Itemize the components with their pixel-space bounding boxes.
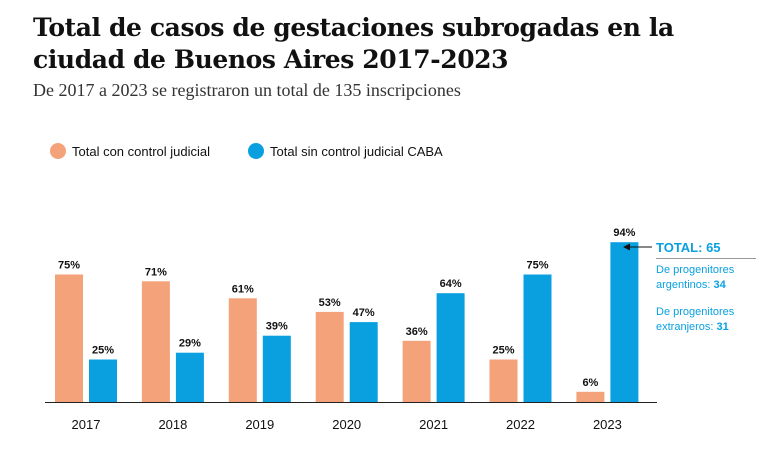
annotation-argentinos-value: 34 — [713, 279, 726, 291]
data-label-sin-control-2020: 47% — [353, 307, 375, 319]
legend-swatch-sin-control — [248, 143, 265, 159]
annotation-argentinos-line2: argentinos: 34 — [656, 279, 727, 291]
annotation-extranjeros-label: extranjeros: — [656, 321, 717, 333]
annotation-arrow-icon — [623, 243, 630, 251]
x-tick-label-2023: 2023 — [593, 417, 622, 432]
legend: Total con control judicial Total sin con… — [50, 143, 443, 159]
bar-sin-control-2018 — [175, 352, 204, 402]
legend-item-con-control: Total con control judicial — [50, 143, 210, 159]
bar-sin-control-2017 — [89, 359, 117, 402]
bar-con-control-2021 — [402, 340, 431, 402]
data-label-sin-control-2022: 75% — [526, 260, 548, 272]
legend-swatch-con-control — [50, 143, 66, 159]
bar-sin-control-2019 — [262, 335, 291, 402]
x-axis-ticks: 2017 2018 2019 2020 2021 2022 2023 — [72, 417, 622, 432]
bars-group: 75% 25% 71% 29% 61% 39% 53% 47% 36% 64% 25% 75% 6% 94… — [55, 227, 639, 402]
legend-item-sin-control: Total sin control judicial CABA — [248, 143, 443, 159]
annotation-extranjeros-line1: De progenitores — [656, 306, 735, 318]
data-label-con-control-2017: 75% — [58, 260, 80, 272]
bar-con-control-2020 — [315, 311, 344, 402]
bar-con-control-2023 — [576, 391, 605, 402]
x-tick-label-2022: 2022 — [506, 417, 535, 432]
data-label-con-control-2020: 53% — [319, 297, 341, 309]
annotation-total: TOTAL: 65 — [656, 240, 721, 255]
data-label-sin-control-2021: 64% — [440, 278, 462, 290]
bar-sin-control-2023 — [610, 242, 639, 402]
bar-con-control-2018 — [141, 281, 170, 402]
data-label-con-control-2021: 36% — [406, 326, 428, 338]
annotation-extranjeros-value: 31 — [717, 321, 729, 333]
data-label-sin-control-2019: 39% — [266, 321, 288, 333]
bar-sin-control-2022 — [523, 274, 552, 402]
data-label-con-control-2023: 6% — [582, 377, 598, 389]
legend-label-sin-control: Total sin control judicial CABA — [270, 143, 443, 159]
chart-subtitle: De 2017 a 2023 se registraron un total d… — [33, 80, 461, 100]
total-annotation: TOTAL: 65 De progenitores argentinos: 34… — [623, 240, 756, 333]
annotation-argentinos-label: argentinos: — [656, 279, 713, 291]
data-label-con-control-2018: 71% — [145, 266, 167, 278]
bar-con-control-2019 — [228, 298, 257, 402]
data-label-sin-control-2023: 94% — [613, 227, 635, 239]
annotation-extranjeros-line2: extranjeros: 31 — [656, 321, 729, 333]
bar-con-control-2022 — [489, 359, 518, 402]
bar-sin-control-2020 — [349, 322, 378, 402]
data-label-sin-control-2017: 25% — [92, 345, 114, 357]
annotation-argentinos-line1: De progenitores — [656, 264, 735, 276]
bar-con-control-2017 — [55, 274, 83, 402]
bar-sin-control-2021 — [436, 293, 465, 402]
x-tick-label-2019: 2019 — [245, 417, 274, 432]
chart-title: Total de casos de gestaciones subrogadas… — [33, 13, 674, 74]
data-label-sin-control-2018: 29% — [179, 338, 201, 350]
legend-label-con-control: Total con control judicial — [72, 143, 211, 159]
data-label-con-control-2022: 25% — [492, 345, 514, 357]
x-tick-label-2018: 2018 — [158, 417, 187, 432]
x-tick-label-2020: 2020 — [332, 417, 361, 432]
x-tick-label-2021: 2021 — [419, 417, 448, 432]
x-tick-label-2017: 2017 — [72, 417, 101, 432]
data-label-con-control-2019: 61% — [232, 283, 254, 295]
